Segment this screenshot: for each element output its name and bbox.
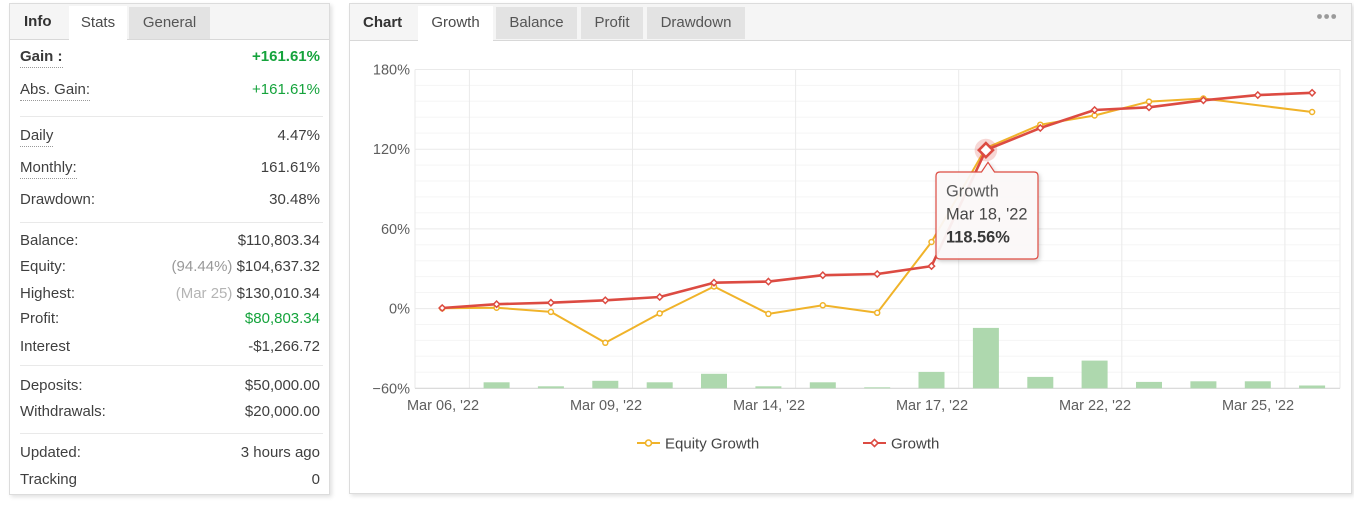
svg-text:Mar 14, '22: Mar 14, '22 xyxy=(733,398,805,414)
svg-text:120%: 120% xyxy=(373,142,410,158)
svg-text:Mar 18, '22: Mar 18, '22 xyxy=(946,206,1027,224)
svg-text:Mar 25, '22: Mar 25, '22 xyxy=(1222,398,1294,414)
svg-text:118.56%: 118.56% xyxy=(946,229,1010,247)
svg-text:Mar 17, '22: Mar 17, '22 xyxy=(896,398,968,414)
svg-text:Mar 06, '22: Mar 06, '22 xyxy=(407,398,479,414)
svg-text:Mar 22, '22: Mar 22, '22 xyxy=(1059,398,1131,414)
svg-text:180%: 180% xyxy=(373,63,410,79)
svg-text:Equity Growth: Equity Growth xyxy=(665,436,759,453)
svg-text:Growth: Growth xyxy=(891,436,939,453)
svg-text:60%: 60% xyxy=(381,222,410,238)
svg-text:0%: 0% xyxy=(389,302,410,318)
svg-text:−60%: −60% xyxy=(373,381,411,397)
svg-text:Growth: Growth xyxy=(946,183,999,201)
svg-text:Mar 09, '22: Mar 09, '22 xyxy=(570,398,642,414)
